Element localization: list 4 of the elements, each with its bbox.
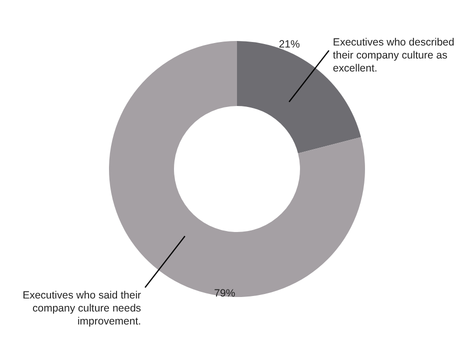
data-label: 21% [278, 38, 300, 51]
slice-label: Executives who described their company culture as excellent. [332, 36, 454, 74]
slice-label: Executives who said their company culture needs improvement. [22, 290, 142, 328]
data-label: 79% [214, 287, 236, 300]
